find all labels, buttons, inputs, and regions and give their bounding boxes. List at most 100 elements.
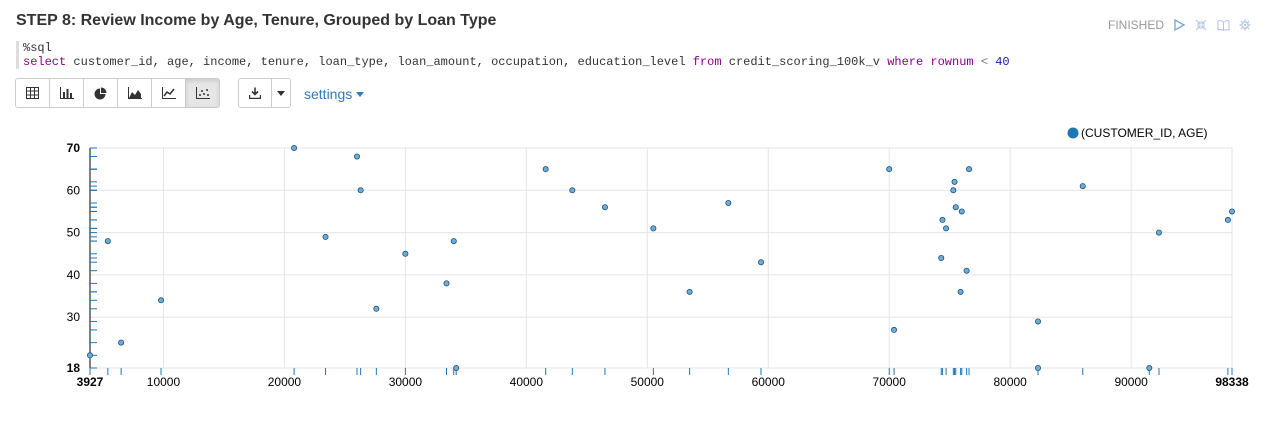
scatter-point[interactable] [450,238,457,245]
chart-grid [90,147,1233,368]
visualization-toolbar [15,78,220,108]
y-tick-label: 50 [67,226,81,240]
x-tick-label: 40000 [510,375,544,389]
scatter-point[interactable] [938,254,945,261]
download-icon [249,87,261,99]
chart-legend[interactable]: (CUSTOMER_ID, AGE) [1067,126,1208,140]
scatter-point[interactable] [104,238,111,245]
sql-editor[interactable]: %sql select customer_id, age, income, te… [16,41,1263,69]
settings-label: settings [304,86,353,102]
x-tick-label: 3927 [77,375,104,389]
scatter-point[interactable] [1146,364,1153,371]
scatter-point[interactable] [951,178,958,185]
chart-tick-labels: 3927 10000 20000 30000 40000 50000 60000 70000 8… [67,141,1249,389]
scatter-point[interactable] [886,166,893,173]
query-operator: < [980,55,989,69]
caret-down-icon [277,90,285,96]
scatter-point[interactable] [650,225,657,232]
bar-chart-button[interactable] [50,79,84,107]
scatter-point[interactable] [373,305,380,312]
y-tick-label: 40 [67,268,81,282]
scatter-point[interactable] [601,204,608,211]
x-tick-label: 50000 [631,375,665,389]
keyword-select: select [23,55,67,69]
query-table: credit_scoring_100k_v [721,55,888,69]
download-dropdown-toggle[interactable] [272,79,290,107]
query-value: 40 [995,55,1010,69]
pie-chart-button[interactable] [84,79,118,107]
scatter-point[interactable] [1079,183,1086,190]
line-chart-button[interactable] [152,79,186,107]
x-tick-label: 70000 [873,375,907,389]
table-view-button[interactable] [16,79,50,107]
scatter-point[interactable] [939,216,946,223]
download-button[interactable] [239,79,272,107]
scatter-point[interactable] [958,208,965,215]
scatter-point[interactable] [291,144,298,151]
scatter-point[interactable] [950,187,957,194]
chart-rug-marks [89,147,1233,375]
keyword-where: where [887,55,924,69]
scatter-point[interactable] [402,250,409,257]
scatter-point[interactable] [1155,229,1162,236]
book-icon[interactable] [1216,18,1230,32]
scatter-point[interactable] [118,339,125,346]
scatter-point[interactable] [1035,364,1042,371]
scatter-point[interactable] [943,225,950,232]
area-chart-button[interactable] [118,79,152,107]
x-tick-label: 30000 [389,375,423,389]
line-chart-icon [161,87,176,99]
query-condition-column: rownum [923,55,981,69]
scatter-point[interactable] [87,352,94,359]
x-tick-label: 10000 [147,375,181,389]
caret-down-icon [356,91,365,97]
download-group [238,78,291,108]
interpreter-directive: %sql [23,41,52,55]
gear-icon[interactable] [1238,18,1252,32]
paragraph-title: STEP 8: Review Income by Age, Tenure, Gr… [16,12,497,29]
scatter-point[interactable] [453,364,460,371]
collapse-icon[interactable] [1194,18,1208,32]
legend-marker[interactable] [1067,127,1079,139]
x-tick-label: 90000 [1114,375,1148,389]
paragraph-status-bar: FINISHED [1108,18,1252,32]
x-tick-label: 98338 [1215,375,1249,389]
scatter-point[interactable] [569,187,576,194]
pie-chart-icon [94,87,107,99]
scatter-point[interactable] [357,187,364,194]
scatter-chart: 3927 10000 20000 30000 40000 50000 60000 70000 8… [67,126,1249,389]
keyword-from: from [692,55,722,69]
scatter-point[interactable] [443,280,450,287]
scatter-point[interactable] [353,153,360,160]
table-icon [26,87,39,99]
scatter-point[interactable] [1224,216,1231,223]
scatter-point[interactable] [542,166,549,173]
scatter-point[interactable] [966,166,973,173]
scatter-point[interactable] [686,288,693,295]
scatter-point[interactable] [957,288,964,295]
settings-dropdown[interactable]: settings [304,86,365,102]
x-tick-label: 80000 [993,375,1027,389]
chart-axes [89,148,1232,369]
scatter-point[interactable] [952,204,959,211]
scatter-point[interactable] [158,297,165,304]
x-tick-label: 60000 [752,375,786,389]
scatter-point[interactable] [1035,318,1042,325]
chart-points [87,144,1236,371]
query-columns: customer_id, age, income, tenure, loan_t… [66,55,693,69]
scatter-chart-icon [195,87,210,99]
y-tick-label: 30 [67,310,81,324]
scatter-point[interactable] [322,233,329,240]
scatter-point[interactable] [963,267,970,274]
run-icon[interactable] [1172,18,1186,32]
scatter-point[interactable] [758,259,765,266]
x-tick-label: 20000 [268,375,302,389]
scatter-point[interactable] [1229,208,1236,215]
legend-label[interactable]: (CUSTOMER_ID, AGE) [1081,126,1207,140]
scatter-point[interactable] [725,200,732,207]
scatter-chart-button[interactable] [186,79,219,107]
scatter-point[interactable] [891,326,898,333]
y-tick-label: 70 [67,141,81,155]
bar-chart-icon [59,87,74,99]
y-tick-label: 18 [67,361,81,375]
